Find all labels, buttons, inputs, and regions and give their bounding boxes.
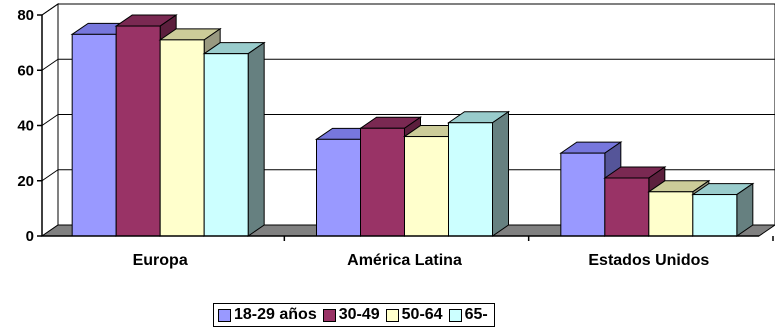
gridline-side-80 bbox=[41, 3, 59, 16]
bar-front-2-1 bbox=[604, 177, 650, 237]
bar-front-1-1 bbox=[360, 127, 405, 237]
bar-front-2-3 bbox=[692, 194, 738, 237]
y-tick-label-60: 60 bbox=[17, 62, 34, 79]
bar-side-0-3 bbox=[247, 41, 265, 237]
category-label-2: América Latina bbox=[347, 252, 462, 269]
bar-1-3 bbox=[446, 110, 511, 237]
bar-front-0-1 bbox=[115, 25, 161, 237]
legend-swatch-1 bbox=[218, 308, 231, 322]
y-tick-label-40: 40 bbox=[17, 118, 34, 135]
legend-swatch-4 bbox=[448, 308, 462, 322]
y-tick-label-0: 0 bbox=[26, 228, 34, 245]
legend-label-3: 50-64 bbox=[401, 306, 443, 323]
legend-swatch-3 bbox=[385, 308, 399, 322]
y-tick-labels: 0 20 40 60 80 bbox=[17, 7, 34, 245]
gridline-side-40 bbox=[41, 114, 59, 126]
y-tick-label-80: 80 bbox=[17, 7, 34, 24]
legend-item-2: 30-49 bbox=[322, 306, 380, 324]
gridline-side-20 bbox=[41, 169, 59, 182]
legend-label-2: 30-49 bbox=[338, 306, 380, 323]
legend-item-3: 50-64 bbox=[385, 306, 443, 324]
y-tick-label-20: 20 bbox=[17, 173, 34, 190]
x-category-labels: Europa América Latina Estados Unidos bbox=[133, 252, 710, 269]
bar-front-0-0 bbox=[71, 33, 117, 237]
legend-item-4: 65- bbox=[448, 306, 488, 324]
bar-0-3 bbox=[202, 41, 266, 237]
bar-front-1-0 bbox=[316, 138, 361, 237]
gridline-side-60 bbox=[41, 58, 59, 71]
bar-front-1-3 bbox=[448, 122, 493, 237]
legend-label-1: 18-29 años bbox=[234, 306, 317, 323]
category-label-3: Estados Unidos bbox=[588, 252, 709, 269]
category-label-1: Europa bbox=[133, 252, 188, 269]
legend: 18-29 años 30-49 50-64 65- bbox=[213, 303, 495, 327]
legend-item-1: 18-29 años bbox=[218, 306, 317, 324]
bar-front-2-0 bbox=[560, 152, 606, 237]
bar-chart: 0 20 40 60 80 Europa América Latina Estados Un… bbox=[17, 3, 775, 269]
legend-swatch-2 bbox=[322, 308, 336, 322]
bar-2-3 bbox=[691, 182, 755, 237]
bar-front-2-2 bbox=[648, 191, 694, 237]
axes bbox=[37, 14, 774, 241]
bar-front-0-2 bbox=[159, 39, 205, 237]
bar-front-0-3 bbox=[203, 53, 249, 237]
bar-front-1-2 bbox=[404, 136, 449, 237]
legend-label-4: 65- bbox=[464, 306, 488, 323]
bar-side-1-3 bbox=[492, 110, 509, 237]
